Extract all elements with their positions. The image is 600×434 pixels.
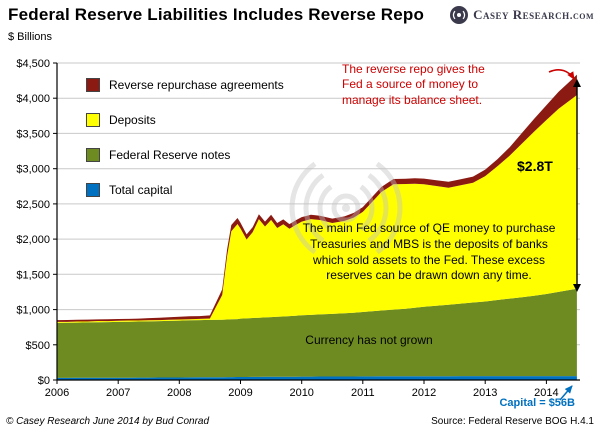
brand-name: Casey Research.com — [473, 7, 594, 23]
svg-text:2010: 2010 — [289, 387, 313, 399]
annotation-qe-deposits: The main Fed source of QE money to purch… — [302, 221, 556, 283]
axes: $0 $500 $1,000 $1,500 $2,000 $2,500 $3,000 $3,5… — [16, 58, 580, 399]
svg-text:2013: 2013 — [473, 387, 497, 399]
svg-text:$500: $500 — [26, 340, 50, 352]
svg-text:2011: 2011 — [351, 387, 375, 399]
svg-text:2012: 2012 — [412, 387, 436, 399]
footer-source: Source: Federal Reserve BOG H.4.1 — [431, 416, 594, 427]
annotation-reverse-repo: The reverse repo gives the Fed a source … — [342, 62, 485, 107]
brand-name-suffix: .com — [569, 10, 594, 22]
svg-text:$3,000: $3,000 — [16, 164, 50, 176]
brand-logo: Casey Research.com — [449, 5, 594, 25]
legend-item: Reverse repurchase agreements — [86, 74, 284, 96]
legend-swatch — [86, 78, 100, 92]
svg-text:$2,000: $2,000 — [16, 234, 50, 246]
svg-text:2006: 2006 — [45, 387, 69, 399]
page-title: Federal Reserve Liabilities Includes Rev… — [8, 5, 425, 24]
legend-swatch — [86, 113, 100, 127]
svg-text:$0: $0 — [38, 375, 50, 387]
legend-swatch — [86, 183, 100, 197]
svg-text:$1,000: $1,000 — [16, 305, 50, 317]
legend-label: Total capital — [109, 183, 173, 197]
footer-copyright: © Casey Research June 2014 by Bud Conrad — [6, 416, 210, 427]
casey-logo-icon — [450, 6, 469, 24]
svg-text:$3,500: $3,500 — [16, 128, 50, 140]
annotation-currency: Currency has not grown — [305, 333, 433, 347]
legend-label: Reverse repurchase agreements — [109, 78, 284, 92]
svg-text:2008: 2008 — [167, 387, 191, 399]
annotation-total-value: $2.8T — [517, 158, 553, 174]
legend-label: Deposits — [109, 113, 156, 127]
annotation-arrows — [548, 69, 581, 401]
svg-text:$4,500: $4,500 — [16, 58, 50, 70]
watermark — [289, 161, 403, 255]
legend-swatch — [86, 148, 100, 162]
stacked-areas — [57, 74, 577, 380]
legend-label: Federal Reserve notes — [109, 148, 231, 162]
svg-text:$2,500: $2,500 — [16, 199, 50, 211]
legend-item: Deposits — [86, 109, 284, 131]
svg-text:2014: 2014 — [534, 387, 558, 399]
legend-item: Federal Reserve notes — [86, 144, 284, 166]
chart-legend: Reverse repurchase agreements Deposits Fed… — [86, 74, 284, 201]
svg-text:2009: 2009 — [228, 387, 252, 399]
svg-text:$1,500: $1,500 — [16, 269, 50, 281]
y-axis-unit-label: $ Billions — [8, 31, 53, 43]
svg-text:$4,000: $4,000 — [16, 93, 50, 105]
brand-name-main: Casey Research — [473, 7, 570, 22]
svg-text:2007: 2007 — [106, 387, 130, 399]
annotation-capital: Capital = $56B — [499, 397, 575, 409]
legend-item: Total capital — [86, 179, 284, 201]
